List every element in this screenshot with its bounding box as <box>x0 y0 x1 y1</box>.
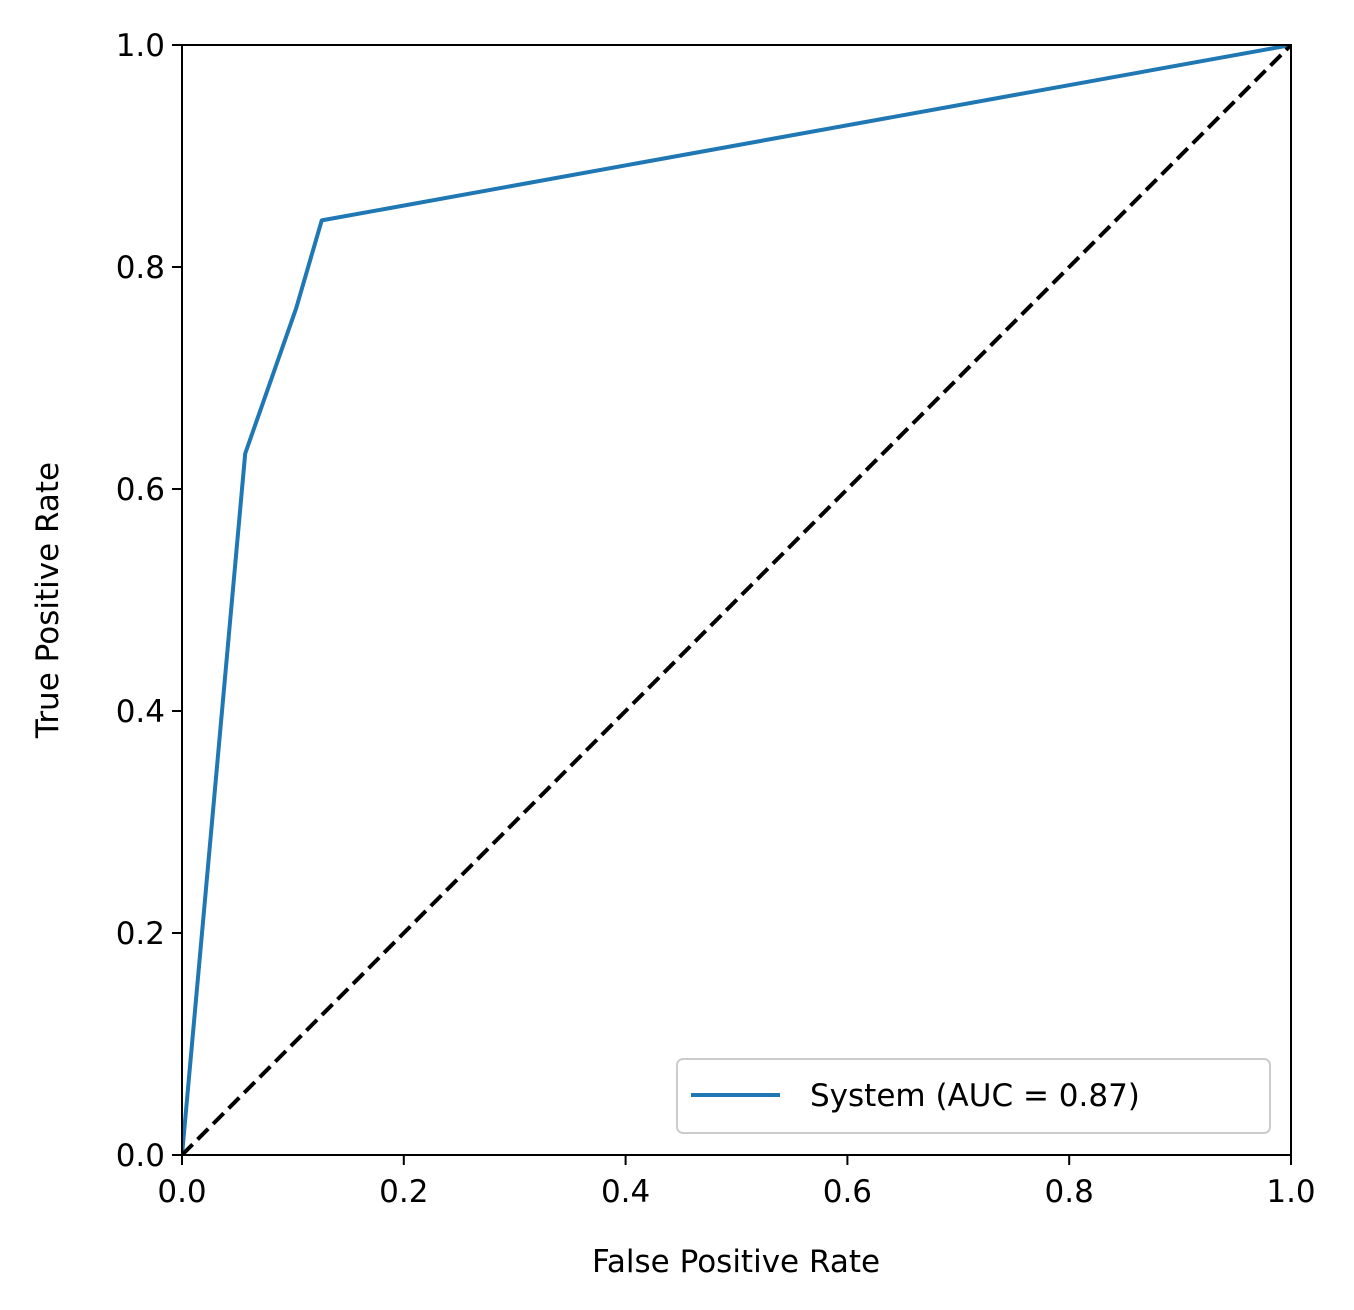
y-tick-label: 0.6 <box>116 472 165 508</box>
x-tick-label: 0.2 <box>379 1174 428 1210</box>
x-axis-label: False Positive Rate <box>592 1244 880 1280</box>
roc-curve-line <box>182 45 1291 1155</box>
x-tick-label: 1.0 <box>1266 1174 1315 1210</box>
y-tick-label: 0.2 <box>116 916 165 952</box>
x-tick-label: 0.6 <box>823 1174 872 1210</box>
y-axis-label: True Positive Rate <box>30 462 66 739</box>
legend-label-system: System (AUC = 0.87) <box>810 1078 1140 1114</box>
y-tick-label: 0.4 <box>116 694 165 730</box>
series-group <box>182 45 1291 1155</box>
legend-box <box>676 1058 1271 1134</box>
plot-area <box>181 44 1292 1156</box>
x-tick-label: 0.8 <box>1045 1174 1094 1210</box>
x-tick-label: 0.0 <box>157 1174 206 1210</box>
chance-diagonal-line <box>182 45 1291 1155</box>
x-tick-label: 0.4 <box>601 1174 650 1210</box>
axis-ticks: 0.0 0.2 0.4 0.6 0.8 1.0 0.0 0.2 0.4 0.6 0.8 1.0 <box>116 28 1316 1210</box>
y-tick-label: 0.0 <box>116 1138 165 1174</box>
y-tick-label: 1.0 <box>116 28 165 64</box>
legend: System (AUC = 0.87) <box>676 1058 1271 1134</box>
axes-frame <box>181 44 1292 1156</box>
y-tick-label: 0.8 <box>116 250 165 286</box>
